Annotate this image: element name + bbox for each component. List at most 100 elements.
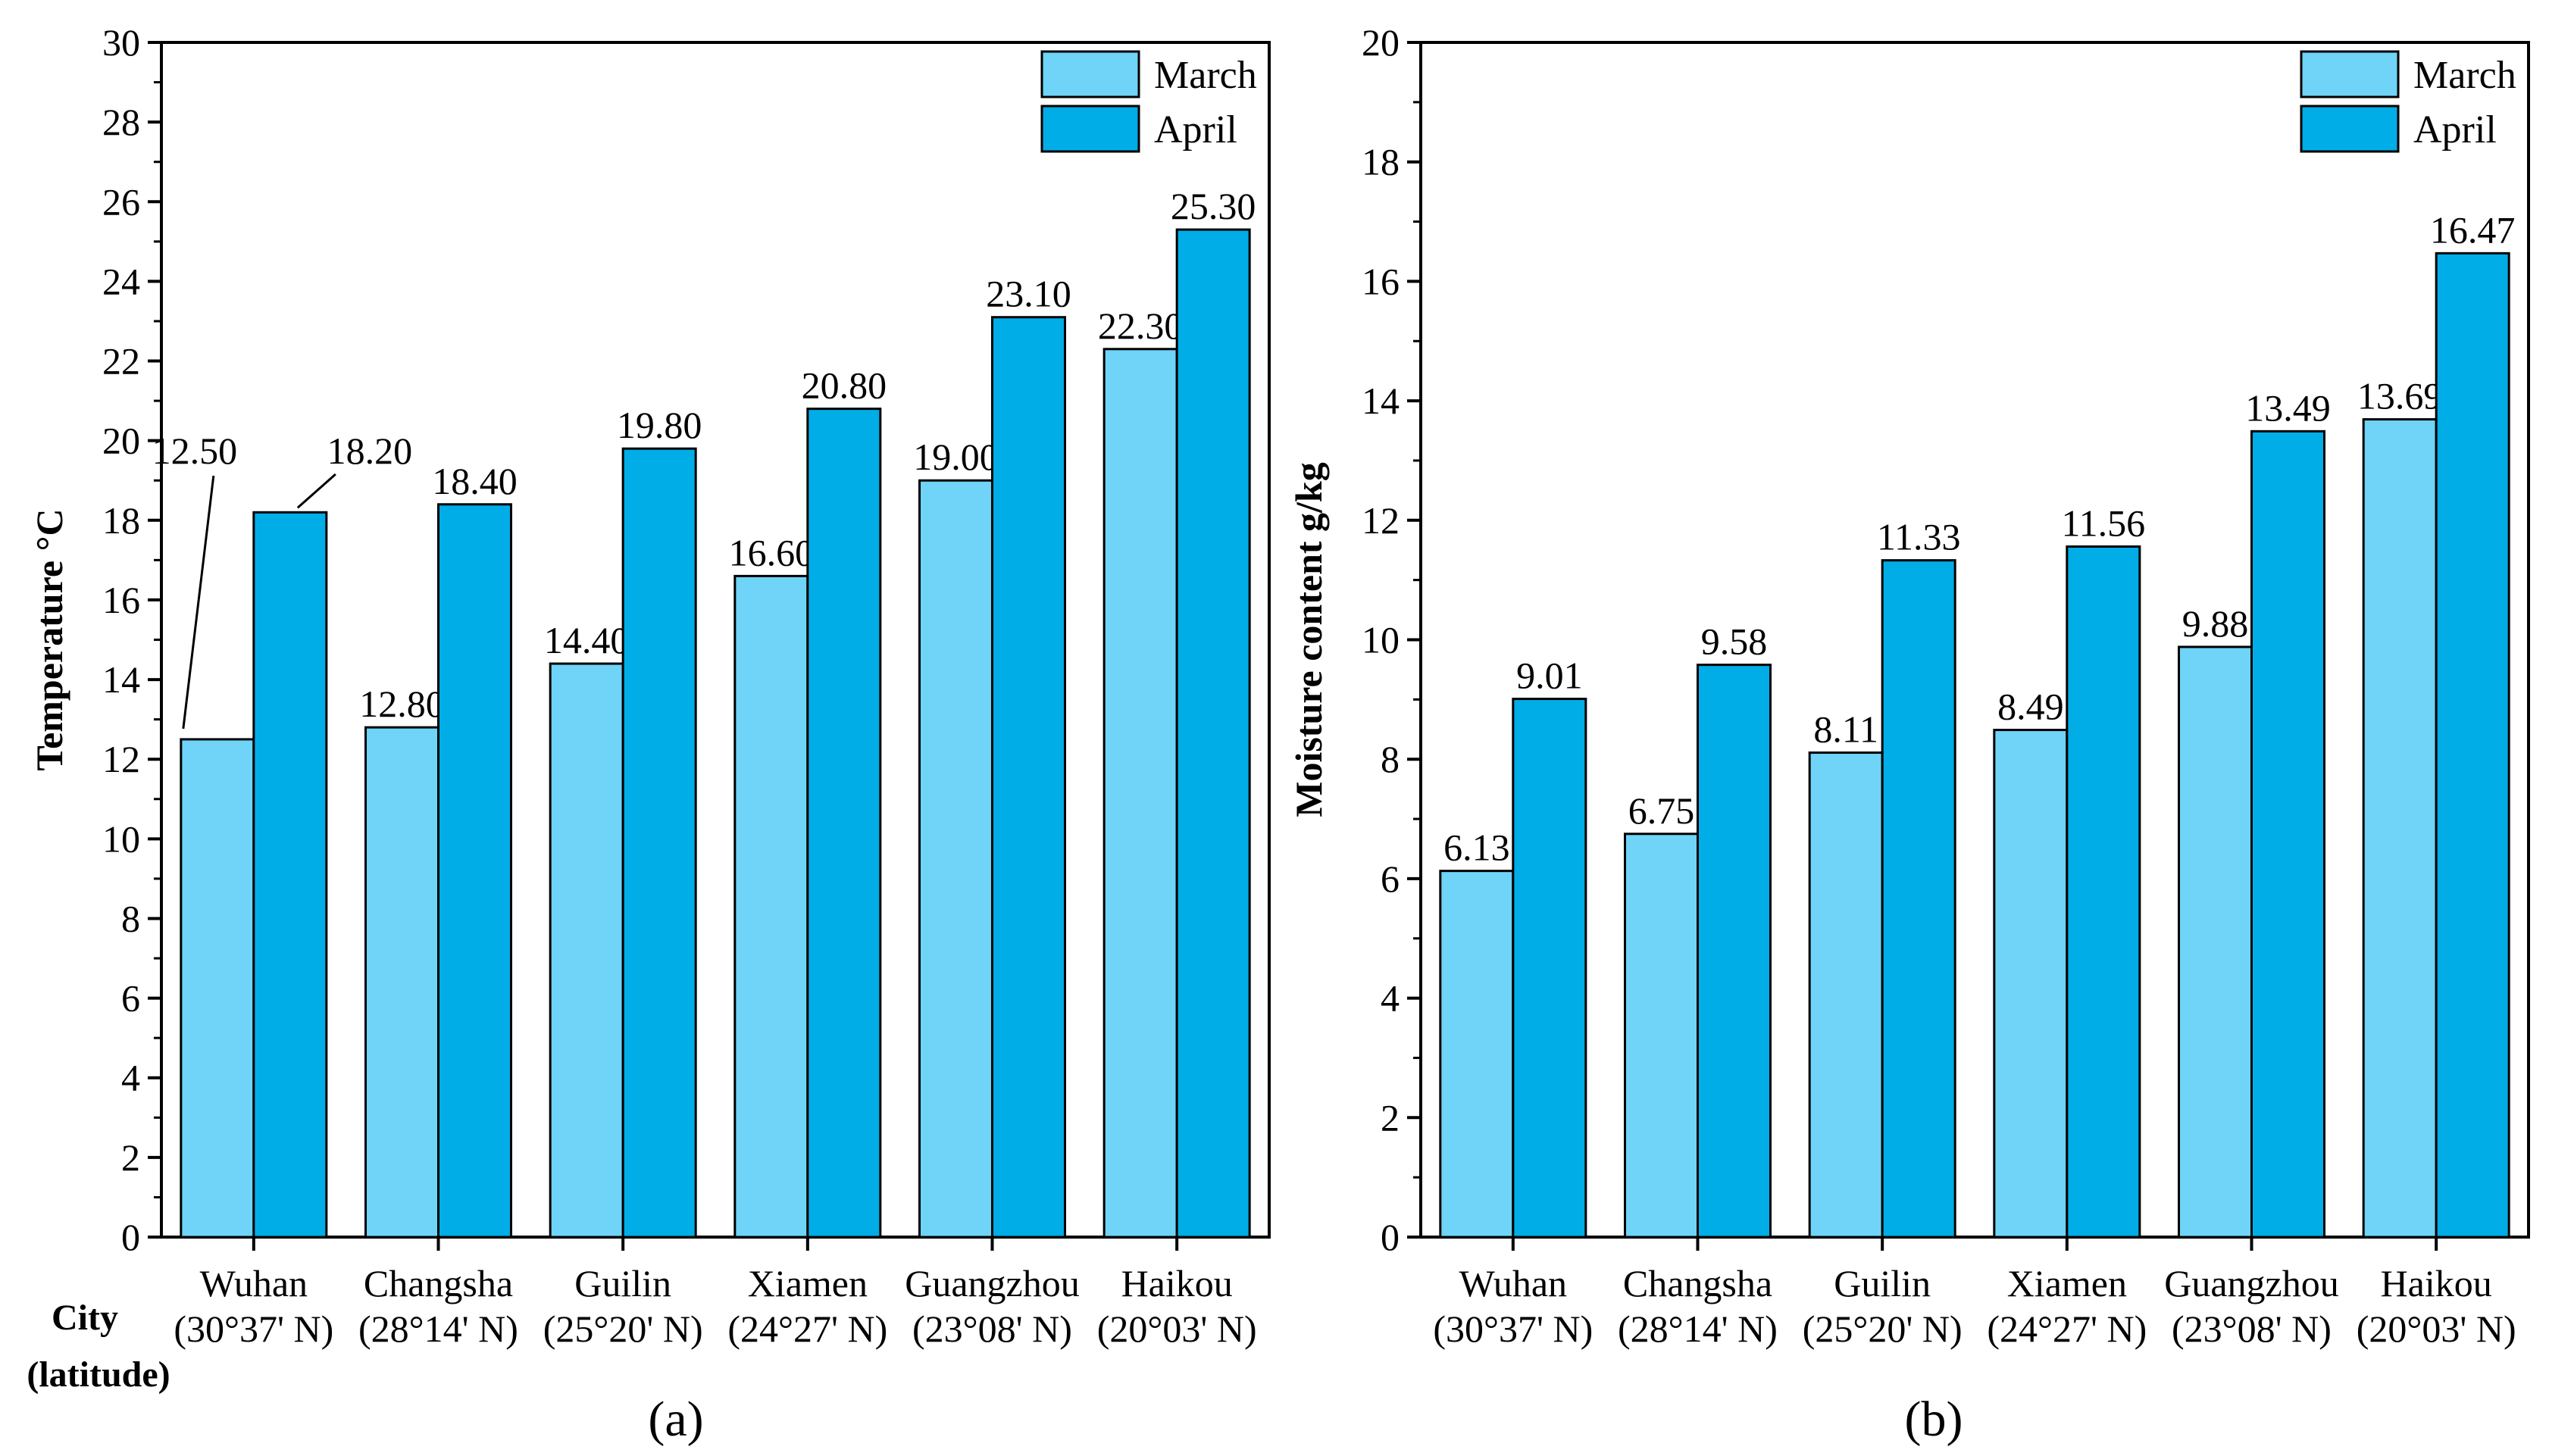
data-label-a-march-guilin: 14.40 — [544, 619, 630, 661]
x-category-name-a: Guangzhou — [905, 1262, 1080, 1304]
chart-panel-b: 0 2 4 6 8 10 12 14 16 18 20 Moisture content g/kg Wu… — [1287, 21, 2530, 1447]
y-tick-label-b: 12 — [1362, 499, 1400, 542]
y-tick-label-b: 4 — [1381, 977, 1400, 1020]
data-label-b-april-guangzhou: 13.49 — [2245, 386, 2331, 429]
data-label-a-march-guangzhou: 19.00 — [913, 436, 999, 478]
x-category-name-a: Xiamen — [748, 1262, 868, 1304]
y-tick-label-a: 26 — [102, 180, 140, 223]
y-tick-label-a: 12 — [102, 738, 140, 780]
x-category-latitude-a: (25°20' N) — [543, 1308, 703, 1350]
legend-label-b-march: March — [2413, 54, 2516, 97]
y-axis-label-a: Temperature °C — [28, 508, 70, 770]
data-label-a-march-haikou: 22.30 — [1098, 305, 1184, 347]
x-category-name-a: Changsha — [364, 1262, 513, 1304]
y-tick-label-a: 14 — [102, 658, 140, 701]
x-category-latitude-b: (25°20' N) — [1803, 1308, 1963, 1350]
y-axis-label-b: Moisture content g/kg — [1287, 462, 1330, 817]
x-category-name-b: Xiamen — [2007, 1262, 2127, 1304]
x-category-latitude-a: (28°14' N) — [358, 1308, 518, 1350]
y-tick-label-b: 2 — [1381, 1096, 1400, 1139]
bar-a-april-guangzhou — [991, 316, 1066, 1239]
leader-line-a-1-0 — [296, 473, 336, 509]
bar-b-march-guilin — [1808, 751, 1884, 1239]
x-axis-title-line2: (latitude) — [27, 1354, 170, 1395]
legend-swatch-b-april — [2300, 105, 2400, 153]
bar-b-march-wuhan — [1439, 870, 1515, 1239]
bar-b-april-changsha — [1697, 664, 1772, 1239]
data-label-a-april-guangzhou: 23.10 — [986, 273, 1071, 315]
x-category-name-b: Wuhan — [1459, 1262, 1567, 1304]
x-category-latitude-b: (23°08' N) — [2172, 1308, 2332, 1350]
x-category-latitude-b: (28°14' N) — [1618, 1308, 1778, 1350]
bar-b-march-changsha — [1624, 833, 1699, 1239]
bar-b-april-guangzhou — [2250, 430, 2325, 1239]
y-tick-label-b: 18 — [1362, 141, 1400, 183]
y-tick-label-a: 20 — [102, 420, 140, 462]
legend-label-a-april: April — [1154, 108, 1237, 152]
y-tick-label-a: 8 — [121, 897, 140, 939]
data-label-b-march-changsha: 6.75 — [1628, 789, 1695, 832]
data-label-b-march-xiamen: 8.49 — [1997, 686, 2064, 728]
data-label-b-april-xiamen: 11.56 — [2062, 501, 2146, 544]
data-label-a-march-wuhan: 12.50 — [152, 430, 238, 472]
data-label-a-march-changsha: 12.80 — [359, 683, 445, 725]
bar-a-march-guilin — [549, 662, 624, 1239]
x-category-latitude-a: (23°08' N) — [912, 1308, 1072, 1350]
y-tick-label-a: 6 — [121, 977, 140, 1020]
data-label-b-april-changsha: 9.58 — [1701, 620, 1768, 663]
y-tick-label-a: 22 — [102, 340, 140, 383]
bar-a-march-changsha — [364, 726, 439, 1239]
x-category-latitude-a: (30°37' N) — [174, 1308, 333, 1350]
x-category-name-a: Guilin — [574, 1262, 671, 1304]
bar-b-march-xiamen — [1993, 729, 2069, 1239]
bar-a-april-guilin — [621, 447, 697, 1239]
y-tick-label-a: 28 — [102, 101, 140, 143]
y-tick-label-b: 10 — [1362, 619, 1400, 661]
legend-swatch-a-april — [1040, 105, 1140, 153]
panel-caption-b: (b) — [1905, 1392, 1963, 1447]
data-label-a-april-changsha: 18.40 — [432, 460, 518, 502]
bar-a-april-wuhan — [252, 511, 328, 1239]
y-tick-label-a: 10 — [102, 817, 140, 860]
y-tick-label-b: 8 — [1381, 738, 1400, 780]
data-label-a-april-xiamen: 20.80 — [802, 364, 887, 407]
legend-label-b-april: April — [2413, 108, 2497, 152]
x-category-latitude-a: (24°27' N) — [727, 1308, 887, 1350]
data-label-b-april-haikou: 16.47 — [2430, 208, 2516, 251]
legend-swatch-b-march — [2300, 50, 2400, 98]
data-label-b-march-wuhan: 6.13 — [1443, 826, 1510, 869]
y-tick-label-a: 24 — [102, 260, 140, 302]
data-label-b-april-wuhan: 9.01 — [1516, 655, 1583, 697]
x-category-latitude-a: (20°03' N) — [1097, 1308, 1257, 1350]
x-category-name-a: Wuhan — [200, 1262, 308, 1304]
bar-b-march-haikou — [2362, 418, 2438, 1239]
bar-b-april-wuhan — [1512, 698, 1587, 1239]
data-label-b-march-guilin: 8.11 — [1813, 708, 1878, 751]
data-label-b-march-guangzhou: 9.88 — [2182, 602, 2249, 645]
bar-a-march-xiamen — [733, 574, 809, 1239]
legend-swatch-a-march — [1040, 50, 1140, 98]
x-category-name-b: Guilin — [1834, 1262, 1931, 1304]
data-label-a-april-guilin: 19.80 — [617, 404, 702, 446]
y-tick-label-a: 30 — [102, 21, 140, 64]
x-category-latitude-b: (20°03' N) — [2357, 1308, 2516, 1350]
leader-line-a-0-0 — [182, 475, 215, 730]
x-category-latitude-b: (30°37' N) — [1433, 1308, 1593, 1350]
x-category-name-b: Changsha — [1623, 1262, 1772, 1304]
data-label-b-april-guilin: 11.33 — [1877, 516, 1961, 558]
x-axis-title-line1: City — [52, 1298, 118, 1338]
bar-b-april-guilin — [1881, 559, 1956, 1239]
x-category-name-b: Haikou — [2381, 1262, 2492, 1304]
y-tick-label-b: 16 — [1362, 260, 1400, 302]
bar-a-april-haikou — [1175, 228, 1251, 1239]
y-tick-label-b: 0 — [1381, 1216, 1400, 1258]
bar-b-april-xiamen — [2066, 545, 2141, 1239]
x-category-name-a: Haikou — [1121, 1262, 1233, 1304]
legend-label-a-march: March — [1154, 54, 1257, 97]
bar-a-march-haikou — [1102, 348, 1178, 1239]
y-tick-label-b: 20 — [1362, 21, 1400, 64]
data-label-a-april-haikou: 25.30 — [1171, 185, 1256, 227]
y-tick-label-a: 16 — [102, 579, 140, 621]
